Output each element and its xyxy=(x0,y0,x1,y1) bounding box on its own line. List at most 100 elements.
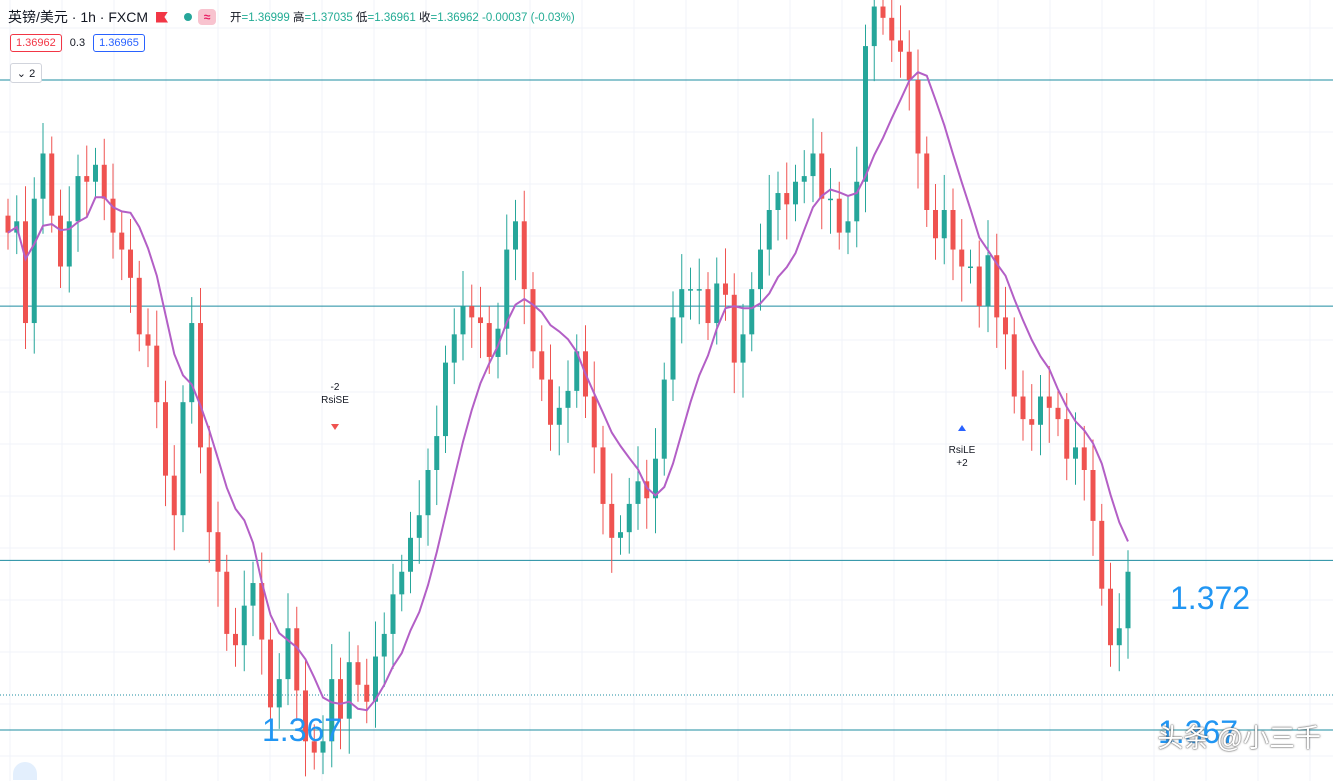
candle-body xyxy=(661,379,667,459)
trade-row: 1.36962 0.3 1.36965 xyxy=(10,34,145,52)
candle-body xyxy=(390,594,396,634)
candle-body xyxy=(539,351,545,380)
candle-body xyxy=(5,215,11,233)
candle-body xyxy=(696,289,702,291)
candle-body xyxy=(338,679,343,719)
candle-body xyxy=(915,80,921,154)
candle-body xyxy=(154,345,160,403)
candle-body xyxy=(399,571,405,595)
candle-body xyxy=(801,176,807,182)
candle-body xyxy=(609,503,615,538)
candle-body xyxy=(451,334,457,363)
candle-body xyxy=(758,249,763,290)
candle-body xyxy=(626,503,632,533)
candle-body xyxy=(320,741,326,753)
candle-body xyxy=(556,407,562,425)
candle-body xyxy=(40,153,46,199)
candle-body xyxy=(898,40,903,52)
candle-body xyxy=(504,249,510,329)
candle-body xyxy=(425,470,431,516)
tradingview-logo-icon[interactable] xyxy=(13,762,37,780)
candle-body xyxy=(355,662,361,685)
open-label: 开 xyxy=(230,12,242,24)
high-label: 高 xyxy=(293,12,305,24)
candle-body xyxy=(994,255,1000,318)
candle-body xyxy=(889,17,895,41)
wave-icon: ≈ xyxy=(198,9,217,25)
candle-body xyxy=(644,481,650,499)
candle-body xyxy=(198,323,203,448)
candle-body xyxy=(871,6,877,47)
candles xyxy=(5,0,1131,777)
signal-label: RsiSE xyxy=(321,395,349,406)
sell-arrow-icon xyxy=(331,424,339,430)
signal-qty: -2 xyxy=(331,382,340,393)
candle-body xyxy=(49,153,55,216)
candle-body xyxy=(180,402,186,516)
candle-body xyxy=(880,6,886,18)
candle-body xyxy=(1099,520,1105,589)
candle-body xyxy=(206,447,212,533)
candle-body xyxy=(810,153,816,177)
candle-body xyxy=(259,583,265,640)
candle-body xyxy=(653,458,658,499)
candle-body xyxy=(793,181,798,205)
close-value: =1.36962 xyxy=(430,12,479,24)
candle-body xyxy=(241,605,247,646)
candle-body xyxy=(469,306,475,318)
indicator-pill[interactable]: ≈ xyxy=(178,9,217,25)
candle-body xyxy=(75,176,81,222)
candle-body xyxy=(714,283,720,324)
candle-body xyxy=(1073,447,1078,459)
candle-body xyxy=(766,210,772,250)
candle-body xyxy=(294,628,300,691)
signal-qty: +2 xyxy=(956,458,968,469)
candle-body xyxy=(1011,334,1017,397)
collapse-indicators-button[interactable]: ⌄ 2 xyxy=(10,63,42,83)
candle-body xyxy=(416,515,422,538)
candle-body xyxy=(268,639,273,708)
candle-body xyxy=(548,379,553,425)
symbol-title[interactable]: 英镑/美元 · 1h · FXCM xyxy=(8,9,149,25)
candle-body xyxy=(530,289,536,352)
close-label: 收 xyxy=(419,12,431,24)
candle-body xyxy=(845,221,851,233)
candle-body xyxy=(959,249,965,267)
candle-body xyxy=(968,266,973,269)
candle-body xyxy=(311,741,317,753)
candle-body xyxy=(346,662,352,719)
candle-body xyxy=(521,221,527,290)
low-value: =1.36961 xyxy=(367,12,416,24)
candle-body xyxy=(434,436,440,470)
candle-body xyxy=(128,249,133,278)
candle-body xyxy=(819,153,825,199)
candle-body xyxy=(408,537,413,572)
candle-body xyxy=(381,633,387,657)
candle-body xyxy=(364,684,370,702)
level-label-left: 1.367 xyxy=(262,712,343,748)
ohlc-readout: 开=1.36999 高=1.37035 低=1.36961 收=1.36962 … xyxy=(230,9,575,25)
buy-button[interactable]: 1.36965 xyxy=(93,34,145,52)
moving-average-line xyxy=(7,71,1129,712)
candle-body xyxy=(828,198,833,201)
candle-body xyxy=(565,390,571,408)
flag-icon[interactable] xyxy=(156,11,169,23)
candle-body xyxy=(276,679,282,708)
buy-arrow-icon xyxy=(958,425,966,431)
candle-body xyxy=(688,289,693,291)
candle-body xyxy=(906,51,912,80)
candle-body xyxy=(933,210,938,239)
candle-body xyxy=(101,164,107,199)
candle-body xyxy=(1046,396,1052,408)
candle-body xyxy=(145,334,151,346)
sell-button[interactable]: 1.36962 xyxy=(10,34,62,52)
candle-body xyxy=(1108,588,1113,646)
candle-body xyxy=(478,317,483,324)
candle-body xyxy=(705,289,711,324)
candle-body xyxy=(443,362,448,437)
candle-body xyxy=(136,277,142,335)
candle-body xyxy=(976,266,982,307)
candle-body xyxy=(513,221,518,250)
candle-body xyxy=(679,289,685,318)
